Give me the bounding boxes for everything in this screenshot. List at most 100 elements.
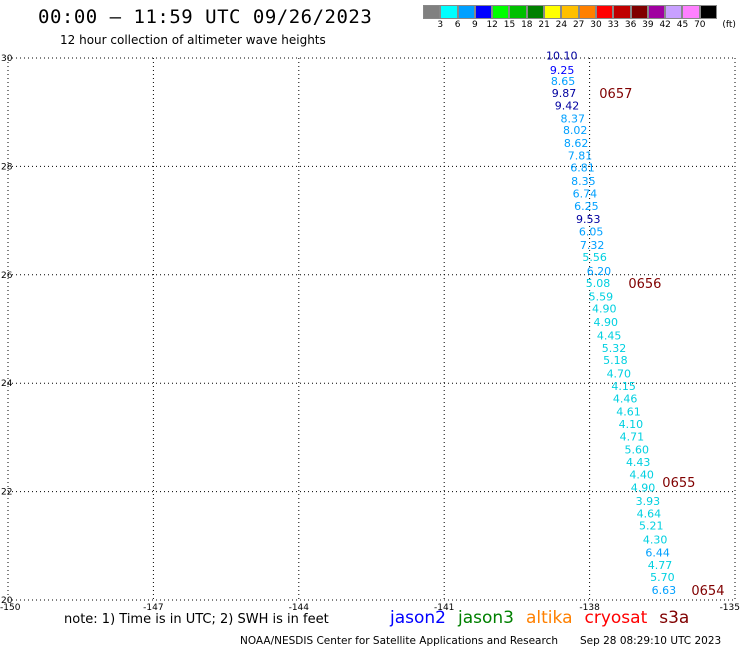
color-swatch <box>613 5 631 19</box>
wave-height-value: 4.46 <box>613 392 638 405</box>
wave-height-value: 6.25 <box>574 200 599 213</box>
credit-line: NOAA/NESDIS Center for Satellite Applica… <box>240 635 721 647</box>
units-note: note: 1) Time is in UTC; 2) SWH is in fe… <box>64 612 329 627</box>
wave-height-value: 4.71 <box>620 430 645 443</box>
wave-height-value: 4.15 <box>611 380 636 393</box>
y-tick-label: 22 <box>1 488 12 498</box>
wave-height-value: 4.70 <box>607 367 632 380</box>
y-tick-label: 24 <box>1 379 13 389</box>
wave-height-value: 10.10 <box>546 49 578 62</box>
wave-height-value: 5.60 <box>624 443 649 456</box>
x-tick-label: -150 <box>0 603 21 613</box>
color-scale-label: 30 <box>590 20 602 30</box>
color-swatch <box>595 5 614 19</box>
x-tick-label: -141 <box>434 603 454 613</box>
color-swatch <box>647 5 666 19</box>
wave-height-value: 5.08 <box>586 277 611 290</box>
pass-time-label: 0657 <box>599 87 632 102</box>
wave-height-value: 8.02 <box>563 124 588 137</box>
wave-height-value: 4.90 <box>593 316 618 329</box>
color-swatch <box>682 5 700 19</box>
wave-height-value: 4.64 <box>637 507 662 520</box>
color-scale-legend: 3 6 9 12 15 18 21 24 27 30 33 36 39 42 45 70 (ft) <box>423 5 736 31</box>
color-swatch <box>665 5 683 19</box>
wave-height-value: 5.56 <box>582 251 607 264</box>
color-scale-label: 21 <box>538 20 550 30</box>
wave-height-points: 10.10 9.258.659.879.428.378.028.627.816.8… <box>546 49 676 597</box>
color-swatch <box>509 5 527 19</box>
wave-height-value: 9.87 <box>552 87 577 100</box>
wave-height-value: 4.30 <box>643 533 668 546</box>
wave-height-value: 4.90 <box>592 302 617 315</box>
wave-height-value: 4.77 <box>648 559 673 572</box>
color-swatch <box>457 5 475 19</box>
color-scale-label: 42 <box>659 20 671 30</box>
pass-time-labels: 0657 0656 0655 0654 <box>599 87 724 599</box>
color-scale-label: 15 <box>503 20 516 30</box>
wave-height-value: 7.81 <box>568 150 593 163</box>
wave-height-value: 9.53 <box>576 213 601 226</box>
color-scale-label: 36 <box>624 20 637 30</box>
color-scale-label: 18 <box>521 20 533 30</box>
y-tick-label: 26 <box>1 271 13 281</box>
color-scale-label: 12 <box>486 20 498 30</box>
pass-time-label: 0655 <box>662 476 695 491</box>
credit-text: NOAA/NESDIS Center for Satellite Applica… <box>240 635 558 647</box>
color-swatch <box>492 5 510 19</box>
grid-lines <box>7 57 736 601</box>
y-tick-label: 20 <box>1 596 13 606</box>
wave-height-value: 4.61 <box>616 405 641 418</box>
x-tick-label: -147 <box>143 603 163 613</box>
pass-time-label: 0656 <box>628 277 661 292</box>
color-scale-label: 24 <box>555 20 568 30</box>
color-swatch <box>578 5 596 19</box>
wave-height-value: 5.70 <box>650 571 675 584</box>
pass-time-label: 0654 <box>691 584 724 599</box>
wave-height-value: 9.42 <box>555 100 580 113</box>
wave-height-value: 5.32 <box>602 342 627 355</box>
color-swatch <box>699 5 718 19</box>
wave-height-value: 6.20 <box>587 265 612 278</box>
wave-height-value: 6.81 <box>570 161 595 174</box>
x-tick-label: -135 <box>720 603 740 613</box>
color-scale-label: 45 <box>676 20 689 30</box>
satellite-legend-item: jason3 <box>458 608 514 628</box>
axis-ticks: 20 22 24 26 28 30 -150 -147 -144 -141 -138 -135 <box>0 54 740 613</box>
color-swatch <box>630 5 648 19</box>
color-scale-swatches <box>423 5 718 19</box>
wave-height-value: 6.05 <box>579 225 604 238</box>
y-tick-label: 28 <box>1 162 13 172</box>
satellite-legend: jason2 jason3 altika cryosat s3a <box>390 608 701 628</box>
wave-height-value: 6.44 <box>645 546 670 559</box>
color-scale-label: 6 <box>454 20 461 30</box>
wave-height-value: 8.35 <box>571 175 596 188</box>
color-scale-label: 3 <box>437 20 444 30</box>
x-tick-label: -138 <box>579 603 600 613</box>
wave-height-value: 6.63 <box>652 584 677 597</box>
wave-height-value: 9.25 <box>550 64 575 77</box>
wave-height-value: 5.18 <box>603 354 628 367</box>
satellite-legend-item: cryosat <box>584 608 648 628</box>
color-swatch <box>423 5 441 19</box>
wave-height-value: 5.59 <box>589 290 614 303</box>
color-scale-label: 27 <box>572 20 585 30</box>
color-swatch <box>544 5 562 19</box>
color-scale-label: 39 <box>642 20 654 30</box>
color-swatch <box>440 5 458 19</box>
wave-height-value: 7.32 <box>580 239 605 252</box>
wave-height-value: 8.65 <box>551 75 576 88</box>
y-tick-label: 30 <box>1 54 13 64</box>
chart-subtitle: 12 hour collection of altimeter wave hei… <box>60 33 326 47</box>
x-tick-label: -144 <box>289 603 310 613</box>
wave-height-value: 3.93 <box>636 495 661 508</box>
wave-height-value: 4.90 <box>631 481 656 494</box>
wave-height-value: 5.21 <box>639 520 664 533</box>
satellite-legend-item: altika <box>526 608 573 628</box>
color-scale-unit: (ft) <box>722 20 736 30</box>
wave-height-value: 4.40 <box>629 468 654 481</box>
color-scale-label: 9 <box>472 20 478 30</box>
color-swatch <box>561 5 579 19</box>
color-swatch <box>526 5 545 19</box>
color-scale-labels: 3 6 9 12 15 18 21 24 27 30 33 36 39 42 45 70 (ft) <box>423 19 735 31</box>
